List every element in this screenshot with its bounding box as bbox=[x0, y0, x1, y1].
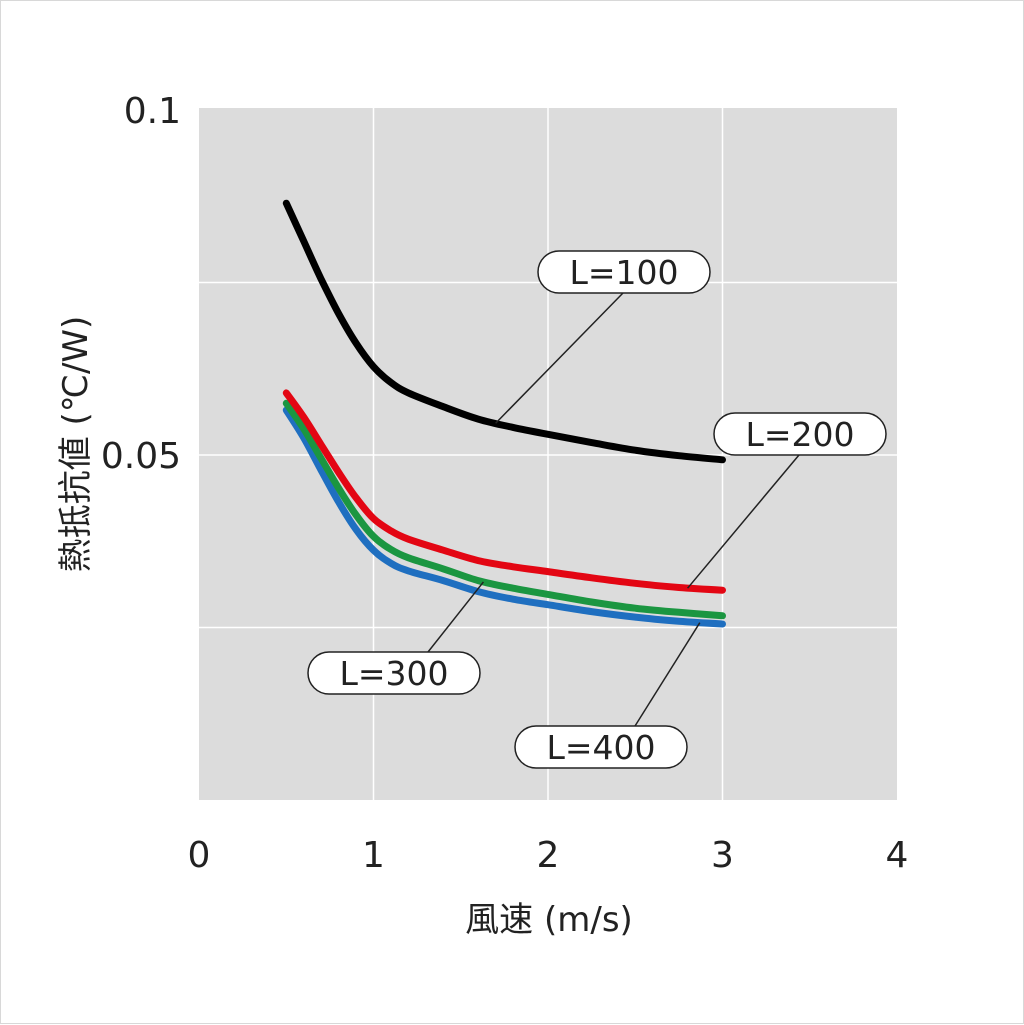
callout-label: L=400 bbox=[546, 728, 655, 767]
x-tick-label: 1 bbox=[362, 835, 385, 876]
callout-label: L=300 bbox=[339, 654, 448, 693]
callout-label: L=200 bbox=[745, 415, 854, 454]
callout-box bbox=[713, 412, 887, 456]
callout-box bbox=[537, 250, 711, 294]
x-tick-label: 3 bbox=[711, 835, 734, 876]
series-layer bbox=[282, 199, 726, 628]
y-tick-label: 0.05 bbox=[101, 436, 181, 477]
x-axis-label: 風速 (m/s) bbox=[465, 900, 633, 940]
x-tick-label: 4 bbox=[886, 835, 909, 876]
callout-label: L=100 bbox=[569, 253, 678, 292]
callout-leader bbox=[687, 454, 800, 589]
callout-box bbox=[307, 651, 481, 695]
x-tick-label: 0 bbox=[188, 835, 211, 876]
x-tick-labels: 0 1 2 3 4 bbox=[188, 835, 909, 876]
y-tick-labels: 0.05 0.1 bbox=[101, 91, 181, 477]
callout-box bbox=[514, 725, 688, 769]
y-tick-label: 0.1 bbox=[124, 91, 181, 132]
callout-leader bbox=[427, 581, 485, 653]
y-axis-label: 熱抵抗値 (℃/W) bbox=[56, 316, 96, 573]
x-tick-label: 2 bbox=[537, 835, 560, 876]
series-line-l-300 bbox=[282, 399, 726, 620]
series-line-l-100 bbox=[282, 199, 726, 464]
series-line-l-400 bbox=[282, 406, 726, 628]
callout-layer: L=100 L=200 L=300 L=400 bbox=[307, 250, 887, 769]
callout-leader bbox=[495, 292, 624, 424]
callout-leader bbox=[634, 622, 701, 727]
series-line-l-200 bbox=[282, 389, 726, 594]
